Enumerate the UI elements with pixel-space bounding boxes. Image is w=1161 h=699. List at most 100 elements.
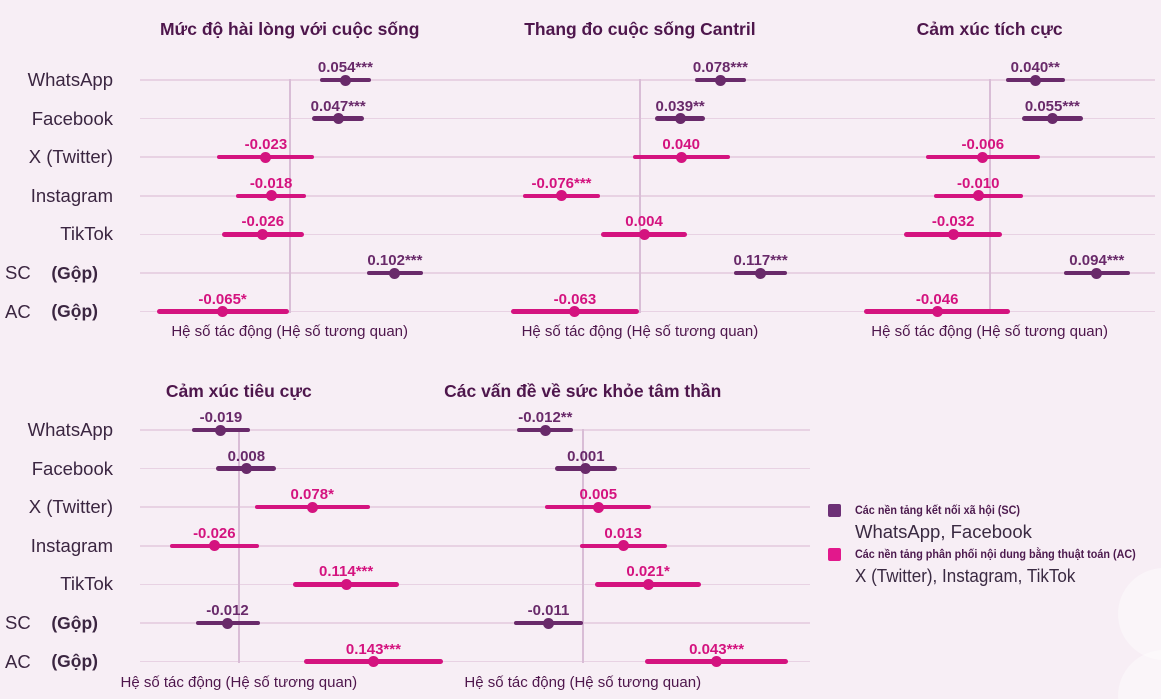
value-label: 0.117*** [733, 252, 788, 269]
point-estimate-dot [972, 190, 984, 202]
point-estimate-dot [711, 656, 723, 668]
point-estimate-dot [569, 306, 581, 318]
row-label-pooled: (Gộp) [51, 301, 98, 322]
point-estimate-dot [332, 113, 344, 125]
point-estimate-dot [306, 501, 318, 513]
point-estimate-dot [638, 228, 650, 240]
grid-line [140, 117, 1155, 120]
row-label: WhatsApp [27, 419, 113, 440]
legend-swatch-ac-icon [828, 548, 841, 561]
value-label: -0.012** [518, 409, 573, 426]
grid-line [140, 545, 810, 547]
point-estimate-dot [642, 578, 654, 590]
value-label: 0.094*** [1069, 252, 1125, 269]
legend-row-ac: Các nền tảng phân phối nội dung bằng thu… [826, 547, 1161, 562]
value-label: 0.055*** [1024, 97, 1080, 115]
value-label: -0.063 [553, 290, 597, 308]
point-estimate-dot [265, 190, 277, 202]
value-label: 0.039** [655, 97, 705, 115]
value-label: -0.006 [961, 136, 1005, 154]
grid-line [140, 622, 810, 624]
value-label: -0.065* [198, 290, 247, 308]
value-label: 0.054*** [317, 59, 373, 76]
row-label: Facebook [31, 107, 113, 129]
point-estimate-dot [714, 74, 726, 86]
row-label: TikTok [60, 573, 113, 595]
legend: Các nền tảng kết nối xã hội (SC) WhatsAp… [826, 503, 1161, 591]
point-estimate-dot [389, 267, 401, 279]
point-estimate-dot [339, 74, 351, 86]
legend-row-sc: Các nền tảng kết nối xã hội (SC) [826, 503, 1161, 518]
value-label: -0.032 [931, 213, 975, 231]
grid-line [140, 506, 810, 508]
point-estimate-dot [340, 578, 352, 590]
value-label: -0.010 [956, 174, 1000, 192]
point-estimate-dot [222, 617, 234, 629]
value-label: 0.143*** [345, 640, 401, 658]
grid-line [140, 429, 810, 431]
grid-line [140, 195, 1155, 197]
zero-axis-line [638, 79, 641, 313]
row-label: AC (Gộp) [5, 651, 98, 673]
point-estimate-dot [947, 228, 959, 240]
point-estimate-dot [260, 151, 272, 163]
value-label: -0.018 [249, 174, 293, 192]
point-estimate-dot [257, 228, 269, 240]
background-flourish [1118, 650, 1161, 699]
point-estimate-dot [240, 463, 252, 475]
point-estimate-dot [539, 424, 551, 436]
row-label-pooled: (Gộp) [51, 651, 98, 672]
point-estimate-dot [542, 617, 554, 629]
point-estimate-dot [1029, 74, 1041, 86]
value-label: 0.005 [579, 486, 618, 504]
panel-title: Các vấn đề về sức khỏe tâm thần [444, 381, 722, 401]
value-label: -0.019 [199, 409, 243, 426]
row-label: TikTok [60, 223, 113, 245]
value-label: 0.114*** [318, 563, 374, 581]
panel-title: Thang đo cuộc sống Cantril [524, 19, 756, 39]
point-estimate-dot [215, 424, 227, 436]
row-label: Instagram [30, 534, 113, 556]
axis-label: Hệ số tác động (Hệ số tương quan) [171, 323, 409, 340]
legend-platforms-sc: WhatsApp, Facebook [855, 521, 1032, 542]
value-label: 0.102*** [367, 252, 423, 269]
row-label-pooled: (Gộp) [51, 262, 98, 283]
grid-line [140, 583, 810, 586]
grid-line [140, 79, 1155, 81]
row-label-prefix: SC [5, 262, 31, 283]
point-estimate-dot [977, 151, 989, 163]
point-estimate-dot [755, 267, 767, 279]
row-label: X (Twitter) [28, 496, 113, 518]
point-estimate-dot [592, 501, 604, 513]
point-estimate-dot [931, 306, 943, 318]
row-label: WhatsApp [27, 69, 113, 90]
legend-platforms-ac: X (Twitter), Instagram, TikTok [855, 565, 1076, 586]
value-label: -0.023 [244, 136, 288, 154]
panel-title: Cảm xúc tích cực [916, 19, 1063, 39]
axis-label: Hệ số tác động (Hệ số tương quan) [871, 323, 1108, 340]
row-label-prefix: AC [5, 650, 31, 672]
point-estimate-dot [367, 656, 379, 668]
grid-line [140, 310, 1155, 313]
value-label: 0.078*** [692, 59, 748, 76]
point-estimate-dot [675, 151, 687, 163]
panel-title: Mức độ hài lòng với cuộc sống [159, 19, 420, 39]
value-label: -0.026 [193, 524, 236, 542]
row-label: X (Twitter) [28, 146, 113, 168]
point-estimate-dot [674, 113, 686, 125]
row-label-prefix: AC [5, 300, 31, 322]
legend-swatch-sc-icon [828, 504, 841, 517]
point-estimate-dot [617, 540, 629, 552]
value-label: -0.076*** [531, 174, 592, 192]
legend-label-ac: Các nền tảng phân phối nội dung bằng thu… [855, 547, 1136, 561]
grid-line [140, 272, 1155, 274]
value-label: 0.040 [662, 136, 700, 154]
value-label: 0.047*** [310, 97, 366, 115]
value-label: -0.046 [915, 290, 959, 308]
value-label: -0.011 [527, 602, 570, 619]
row-label: SC (Gộp) [5, 262, 98, 284]
value-label: -0.012 [206, 602, 249, 619]
row-label-prefix: SC [5, 612, 31, 633]
panel-title: Cảm xúc tiêu cực [165, 381, 312, 401]
point-estimate-dot [1046, 113, 1058, 125]
